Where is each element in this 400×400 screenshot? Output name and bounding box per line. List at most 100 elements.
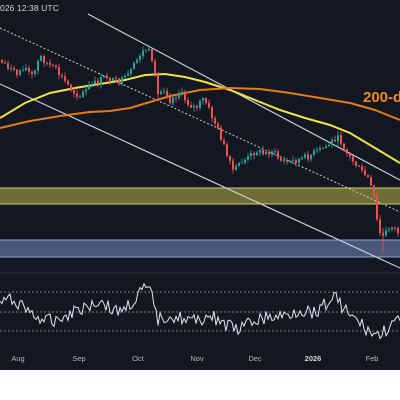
candle-body [67, 80, 69, 85]
candle-body [280, 158, 282, 161]
channel-midline [0, 27, 400, 213]
candle-body [136, 59, 138, 64]
candle-body [163, 90, 165, 92]
candle-body [25, 68, 27, 71]
candle-body [226, 144, 228, 156]
candle-body [295, 159, 297, 163]
candle-body [94, 80, 96, 84]
candle-body [208, 102, 210, 108]
candle-body [307, 154, 309, 160]
x-tick-aug: Aug [11, 354, 25, 363]
candle-body [181, 91, 183, 94]
candle-body [97, 80, 99, 85]
candle-body [46, 62, 48, 64]
candle-body [88, 85, 90, 90]
candle-body [145, 50, 147, 52]
candle-body [85, 89, 87, 92]
candle-body [241, 162, 243, 164]
candle-body [154, 61, 156, 75]
x-axis: Aug Sep Oct Nov Dec 2026 Feb [0, 350, 400, 370]
candle-body [139, 55, 141, 60]
ma-200-label: 200-da [363, 89, 400, 106]
candle-body [16, 69, 18, 75]
candle-body [391, 227, 393, 230]
candle-body [52, 64, 54, 66]
candle-body [28, 68, 30, 72]
candle-body [346, 149, 348, 154]
x-tick-sep: Sep [72, 354, 86, 363]
candle-body [379, 219, 381, 234]
candle-body [178, 93, 180, 99]
candle-body [109, 78, 111, 81]
candle-body [328, 144, 330, 147]
candle-body [22, 70, 24, 72]
price-chart-svg[interactable] [0, 0, 400, 370]
candle-body [334, 139, 336, 142]
candle-body [301, 157, 303, 159]
candle-body [55, 65, 57, 68]
candle-body [1, 60, 3, 63]
candle-body [385, 230, 387, 236]
x-tick-feb: Feb [365, 354, 379, 363]
candle-body [358, 166, 360, 167]
candle-body [259, 150, 261, 153]
candle-body [70, 84, 72, 91]
candle-body [274, 151, 276, 153]
candle-body [286, 160, 288, 162]
candle-body [223, 140, 225, 145]
candle-body [340, 135, 342, 144]
candle-body [283, 160, 285, 162]
candle-body [394, 227, 396, 229]
candle-body [4, 62, 6, 64]
candle-body [376, 196, 378, 220]
candle-body [37, 60, 39, 71]
candle-body [157, 74, 159, 95]
channel-upper-line [87, 13, 400, 181]
candle-body [142, 50, 144, 56]
candle-body [355, 161, 357, 167]
candle-body [58, 67, 60, 75]
candle-body [43, 56, 45, 63]
candle-body [82, 91, 84, 97]
candle-body [169, 96, 171, 104]
candle-body [232, 160, 234, 170]
candle-body [211, 107, 213, 119]
candle-body [262, 150, 264, 155]
candle-body [235, 165, 237, 170]
candle-body [268, 152, 270, 155]
x-tick-nov: Nov [190, 354, 204, 363]
candle-body [49, 62, 51, 65]
candle-body [61, 75, 63, 77]
candle-body [148, 49, 150, 51]
candle-body [313, 150, 315, 155]
candle-body [103, 75, 105, 78]
candle-body [160, 91, 162, 95]
candle-body [121, 77, 123, 84]
support-zone [0, 240, 400, 257]
candle-body [292, 159, 294, 161]
x-tick-2026: 2026 [304, 354, 322, 363]
candle-body [34, 70, 36, 75]
candle-body [196, 105, 198, 108]
candle-body [133, 63, 135, 69]
candle-body [151, 49, 153, 61]
candle-body [205, 98, 207, 103]
candle-body [91, 84, 93, 86]
candle-body [79, 96, 81, 98]
x-tick-oct: Oct [132, 354, 144, 363]
x-tick-dec: Dec [248, 354, 262, 363]
candle-body [190, 105, 192, 108]
candle-body [31, 71, 33, 75]
candle-body [364, 170, 366, 176]
chart-area[interactable]: 026 12:38 UTC 200-da Aug Sep Oct Nov Dec… [0, 0, 400, 370]
candle-body [229, 156, 231, 161]
candle-body [256, 152, 258, 156]
rsi-line [0, 282, 400, 340]
candle-body [244, 159, 246, 163]
candle-body [184, 91, 186, 100]
candle-body [289, 160, 291, 162]
candle-body [253, 153, 255, 156]
candle-body [271, 151, 273, 155]
candle-body [397, 227, 399, 234]
candle-body [352, 156, 354, 162]
